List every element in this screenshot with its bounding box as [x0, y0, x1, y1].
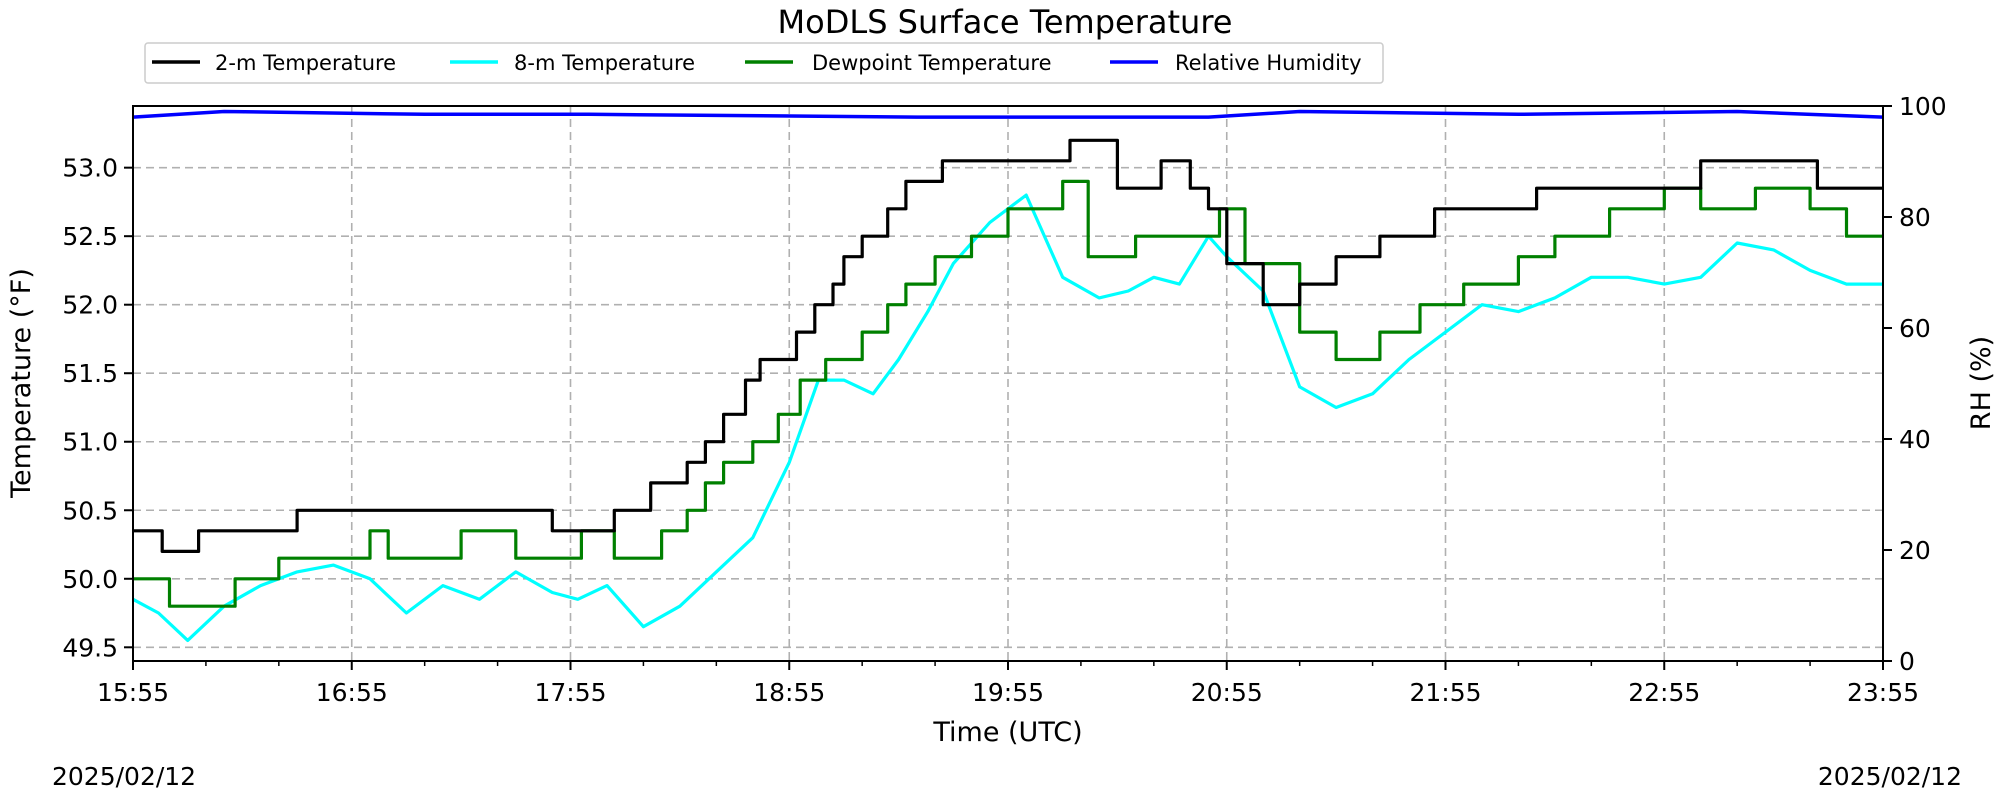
date-left: 2025/02/12: [52, 762, 196, 791]
y-tick-label: 53.0: [62, 154, 118, 183]
x-tick-label: 22:55: [1628, 678, 1700, 707]
y2-tick-label: 80: [1899, 203, 1931, 232]
legend: 2-m Temperature 8-m Temperature Dewpoint…: [144, 42, 1384, 84]
legend-label-8m: 8-m Temperature: [514, 51, 695, 75]
legend-label-rh: Relative Humidity: [1175, 51, 1362, 75]
series-line-relative-humidity: [132, 109, 1884, 119]
y-axis-label: Temperature (°F): [6, 268, 37, 499]
y2-tick-label: 0: [1899, 647, 1915, 676]
y-tick-label: 52.5: [62, 222, 118, 251]
x-tick-label: 20:55: [1191, 678, 1263, 707]
series-line-8-m-temperature: [132, 193, 1883, 642]
y-axis-right-label: RH (%): [1966, 336, 1997, 430]
grid: [133, 106, 1883, 661]
y-tick-label: 50.5: [62, 496, 118, 525]
x-tick-label: 23:55: [1847, 678, 1919, 707]
x-tick-label: 17:55: [534, 678, 606, 707]
x-tick-label: 18:55: [753, 678, 825, 707]
x-axis-label: Time (UTC): [932, 717, 1082, 748]
x-tick-label: 21:55: [1409, 678, 1481, 707]
series-layer: [132, 109, 1884, 642]
y-tick-label: 50.0: [62, 565, 118, 594]
y2-tick-label: 100: [1899, 92, 1947, 121]
y-tick-label: 51.5: [62, 359, 118, 388]
y-tick-label: 49.5: [62, 633, 118, 662]
legend-label-2m: 2-m Temperature: [215, 51, 396, 75]
y2-tick-label: 40: [1899, 425, 1931, 454]
series-line-2-m-temperature: [133, 138, 1883, 553]
date-right: 2025/02/12: [1818, 762, 1962, 791]
y2-tick-label: 60: [1899, 314, 1931, 343]
x-tick-label: 19:55: [972, 678, 1044, 707]
y-tick-label: 52.0: [62, 291, 118, 320]
legend-label-dewpoint: Dewpoint Temperature: [812, 51, 1052, 75]
x-tick-label: 16:55: [316, 678, 388, 707]
y2-tick-label: 20: [1899, 536, 1931, 565]
series-line-dewpoint-temperature: [133, 179, 1883, 608]
y-axis-right: 0 20 40 60 80 100: [1883, 92, 1947, 676]
x-tick-label: 15:55: [97, 678, 169, 707]
x-axis: 15:55 16:55 17:55 18:55 19:55 20:55 21:55 22:55…: [97, 661, 1919, 707]
y-axis-left: 49.5 50.0 50.5 51.0 51.5 52.0 52.5 53.0: [62, 154, 133, 662]
y-tick-label: 51.0: [62, 428, 118, 457]
chart-title: MoDLS Surface Temperature: [778, 3, 1233, 41]
